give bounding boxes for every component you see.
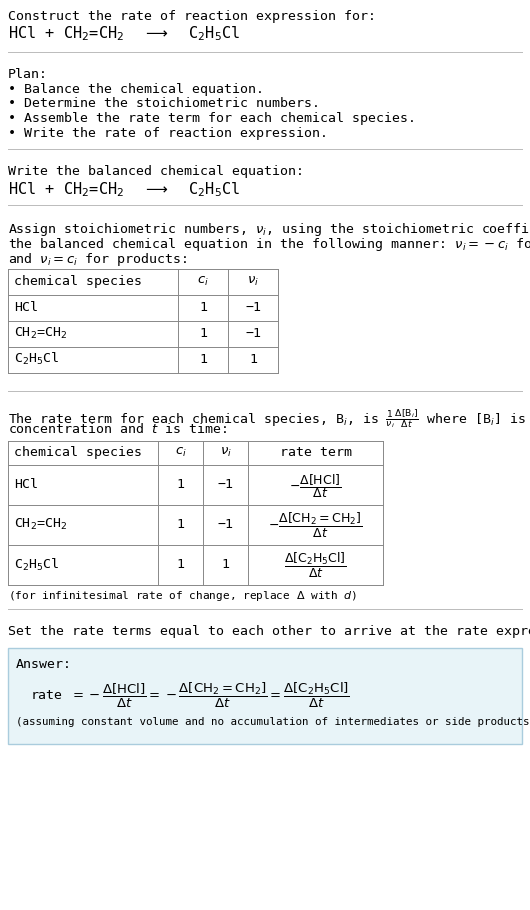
Text: $\nu_i$: $\nu_i$ [247,275,259,288]
Text: Construct the rate of reaction expression for:: Construct the rate of reaction expressio… [8,10,376,23]
Text: • Assemble the rate term for each chemical species.: • Assemble the rate term for each chemic… [8,112,416,125]
Text: C$_2$H$_5$Cl: C$_2$H$_5$Cl [14,557,59,573]
Text: Set the rate terms equal to each other to arrive at the rate expression:: Set the rate terms equal to each other t… [8,625,530,638]
Text: (assuming constant volume and no accumulation of intermediates or side products): (assuming constant volume and no accumul… [16,717,530,727]
Text: $\nu_i$: $\nu_i$ [219,446,232,460]
Text: −1: −1 [217,479,234,491]
Text: −1: −1 [245,301,261,314]
Text: HCl: HCl [14,301,38,314]
Text: the balanced chemical equation in the following manner: $\nu_i = -c_i$ for react: the balanced chemical equation in the fo… [8,236,530,253]
Bar [8,269,278,373]
Text: CH$_2$=CH$_2$: CH$_2$=CH$_2$ [14,517,67,532]
Text: • Write the rate of reaction expression.: • Write the rate of reaction expression. [8,126,328,139]
Text: −1: −1 [217,519,234,531]
Text: 1: 1 [176,519,184,531]
Text: 1: 1 [176,559,184,571]
Text: 1: 1 [199,353,207,366]
Text: $c_i$: $c_i$ [197,275,209,288]
Text: C$_2$H$_5$Cl: C$_2$H$_5$Cl [14,351,59,368]
Text: Plan:: Plan: [8,67,48,81]
Text: The rate term for each chemical species, B$_i$, is $\frac{1}{\nu_i}\frac{\Delta[: The rate term for each chemical species,… [8,408,530,430]
Text: Assign stoichiometric numbers, $\nu_i$, using the stoichiometric coefficients, $: Assign stoichiometric numbers, $\nu_i$, … [8,221,530,238]
Bar [8,648,522,743]
Text: 1: 1 [176,479,184,491]
Text: 1: 1 [249,353,257,366]
Text: Answer:: Answer: [16,658,72,671]
Text: −1: −1 [245,327,261,339]
Text: $\dfrac{\Delta[\mathrm{C_2H_5Cl}]}{\Delta t}$: $\dfrac{\Delta[\mathrm{C_2H_5Cl}]}{\Delt… [284,551,347,581]
Text: (for infinitesimal rate of change, replace $\Delta$ with $d$): (for infinitesimal rate of change, repla… [8,589,357,602]
Text: Write the balanced chemical equation:: Write the balanced chemical equation: [8,166,304,178]
Text: chemical species: chemical species [14,275,142,288]
Text: HCl + CH$_2$=CH$_2$  $\longrightarrow$  C$_2$H$_5$Cl: HCl + CH$_2$=CH$_2$ $\longrightarrow$ C$… [8,180,240,198]
Text: • Balance the chemical equation.: • Balance the chemical equation. [8,83,264,96]
Text: concentration and $t$ is time:: concentration and $t$ is time: [8,422,227,436]
Bar [8,440,383,585]
Text: 1: 1 [199,301,207,314]
Text: rate $= -\dfrac{\Delta[\mathrm{HCl}]}{\Delta t} = -\dfrac{\Delta[\mathrm{CH_2{=}: rate $= -\dfrac{\Delta[\mathrm{HCl}]}{\D… [30,681,350,710]
Text: $c_i$: $c_i$ [174,446,187,460]
Text: 1: 1 [222,559,229,571]
Text: chemical species: chemical species [14,446,142,460]
Text: rate term: rate term [279,446,351,460]
Text: HCl: HCl [14,479,38,491]
Text: $-\dfrac{\Delta[\mathrm{HCl}]}{\Delta t}$: $-\dfrac{\Delta[\mathrm{HCl}]}{\Delta t}… [289,472,342,500]
Text: $-\dfrac{\Delta[\mathrm{CH_2{=}CH_2}]}{\Delta t}$: $-\dfrac{\Delta[\mathrm{CH_2{=}CH_2}]}{\… [268,511,363,541]
Text: 1: 1 [199,327,207,339]
Text: CH$_2$=CH$_2$: CH$_2$=CH$_2$ [14,326,67,341]
Text: and $\nu_i = c_i$ for products:: and $\nu_i = c_i$ for products: [8,250,187,268]
Text: • Determine the stoichiometric numbers.: • Determine the stoichiometric numbers. [8,97,320,110]
Text: HCl + CH$_2$=CH$_2$  $\longrightarrow$  C$_2$H$_5$Cl: HCl + CH$_2$=CH$_2$ $\longrightarrow$ C$… [8,25,240,44]
